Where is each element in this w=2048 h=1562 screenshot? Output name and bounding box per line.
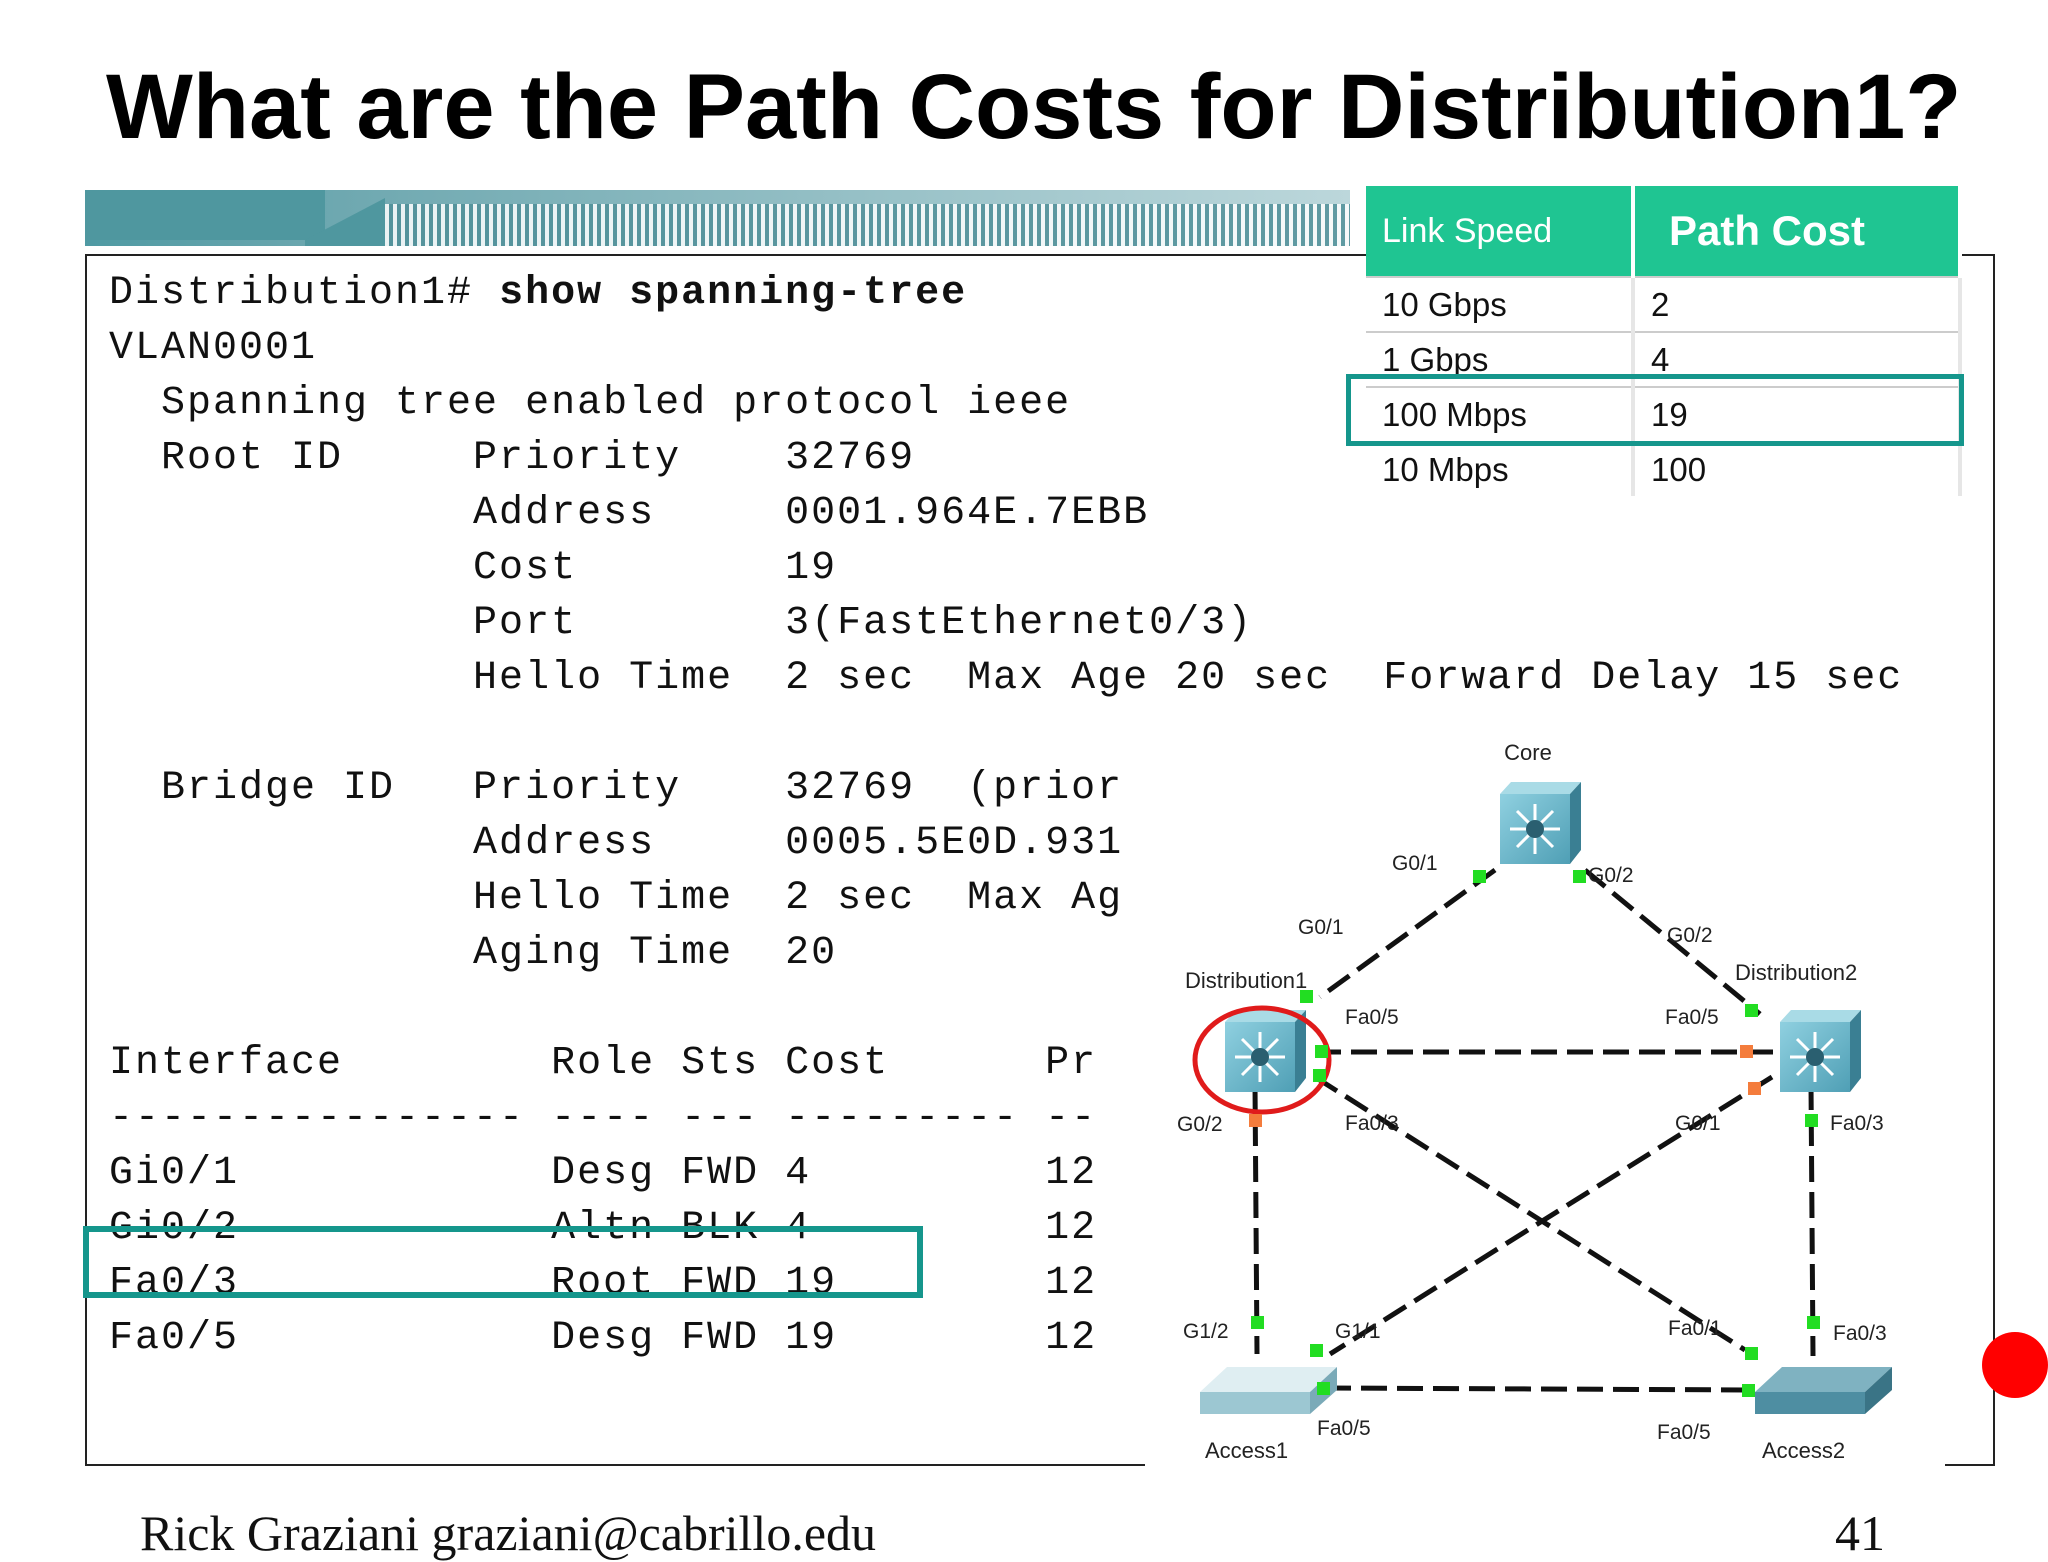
port-label: G0/1 [1298, 916, 1344, 939]
cell-link-speed: 10 Gbps [1366, 276, 1635, 332]
cli-line: Port 3(FastEthernet0/3) [109, 601, 1254, 646]
port-label: Fa0/3 [1830, 1112, 1884, 1135]
table-row: 10 Gbps 2 [1366, 276, 1963, 332]
cli-line: Cost 19 [109, 546, 838, 591]
cli-prompt: Distribution1# [109, 271, 500, 316]
access1-switch-icon [1200, 1367, 1337, 1414]
port-label: Fa0/5 [1657, 1421, 1711, 1444]
link-dist2-access1 [1328, 1074, 1774, 1357]
footer-author: Rick Graziani graziani@cabrillo.edu [140, 1505, 877, 1561]
network-topology: Core Distribution1 Distribution2 Access1… [1145, 732, 1945, 1482]
cli-line: Root ID Priority 32769 [109, 436, 916, 481]
link-access1-access2 [1324, 1385, 1756, 1393]
cell-path-cost: 2 [1632, 276, 1963, 332]
cli-line: Aging Time 20 [109, 931, 838, 976]
port-label: Fa0/3 [1833, 1322, 1887, 1345]
cell-link-speed: 100 Mbps [1366, 386, 1635, 442]
cli-line: Interface Role Sts Cost Pr [109, 1041, 1098, 1086]
cell-path-cost: 100 [1632, 441, 1963, 496]
core-switch-icon [1500, 782, 1581, 864]
distribution1-switch-icon [1225, 1010, 1306, 1092]
cell-link-speed: 10 Mbps [1366, 441, 1635, 496]
slide-title: What are the Path Costs for Distribution… [106, 56, 1962, 158]
port-label: Fa0/3 [1345, 1112, 1399, 1135]
port-label: G0/2 [1588, 864, 1634, 887]
cli-output: Distribution1# show spanning-tree VLAN00… [109, 266, 1903, 1366]
label-access2: Access2 [1762, 1438, 1845, 1463]
cli-line: Gi0/1 Desg FWD 4 12 [109, 1151, 1098, 1196]
cli-line: Fa0/3 Root FWD 19 12 [109, 1261, 1098, 1306]
link-dist1-access2 [1313, 1074, 1747, 1353]
port-label: G0/1 [1675, 1112, 1721, 1135]
port-label: Fa0/1 [1668, 1317, 1722, 1340]
cli-line: Address 0001.964E.7EBB [109, 491, 1150, 536]
cell-path-cost: 19 [1632, 386, 1963, 442]
cli-line: Address 0005.5E0D.931 [109, 821, 1124, 866]
table-header-row: Link Speed Path Cost [1366, 186, 1963, 277]
cli-line: VLAN0001 [109, 326, 318, 371]
cli-line: Bridge ID Priority 32769 (prior [109, 766, 1124, 811]
cli-line: Spanning tree enabled protocol ieee [109, 381, 1072, 426]
label-distribution1: Distribution1 [1185, 968, 1307, 993]
cli-line: Fa0/5 Desg FWD 19 12 [109, 1316, 1098, 1361]
port-label: G0/2 [1667, 924, 1713, 947]
label-access1: Access1 [1205, 1438, 1288, 1463]
port-label: G1/1 [1335, 1320, 1381, 1343]
port-label: G0/1 [1392, 852, 1438, 875]
table-row: 100 Mbps 19 [1366, 386, 1963, 442]
cli-line: Hello Time 2 sec Max Age 20 sec Forward … [109, 656, 1904, 701]
link-core-dist2 [1583, 868, 1762, 1016]
page-number: 41 [1835, 1505, 1885, 1561]
port-label: Fa0/5 [1665, 1006, 1719, 1029]
port-lights [1249, 870, 1820, 1397]
distribution2-switch-icon [1780, 1010, 1861, 1092]
port-label: Fa0/5 [1317, 1417, 1371, 1440]
distribution1-circle-highlight [1192, 1005, 1332, 1115]
link-dist1-access1 [1252, 1083, 1260, 1355]
label-core: Core [1504, 740, 1552, 765]
100mbps-row-highlight [1346, 374, 1964, 446]
port-label: G0/2 [1177, 1113, 1223, 1136]
port-label: G1/2 [1183, 1320, 1229, 1343]
header-link-speed: Link Speed [1366, 186, 1635, 277]
fa03-row-highlight [83, 1226, 923, 1298]
pointer-dot [1982, 1332, 2048, 1398]
port-label: Fa0/5 [1345, 1006, 1399, 1029]
path-cost-table: Link Speed Path Cost 10 Gbps 2 1 Gbps 4 … [1366, 186, 1963, 496]
header-bar [85, 190, 1350, 246]
header-path-cost: Path Cost [1632, 186, 1963, 277]
cli-line: ---------------- ---- --- --------- -- [109, 1096, 1098, 1141]
link-dist2-access2 [1808, 1083, 1816, 1357]
cli-line: Hello Time 2 sec Max Ag [109, 876, 1124, 921]
label-distribution2: Distribution2 [1735, 960, 1857, 985]
cli-command: show spanning-tree [499, 271, 968, 316]
table-row: 10 Mbps 100 [1366, 441, 1963, 496]
link-core-dist1 [1318, 867, 1497, 1000]
access2-switch-icon [1755, 1367, 1892, 1414]
